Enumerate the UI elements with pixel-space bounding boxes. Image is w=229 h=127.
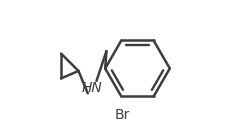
Text: HN: HN [81,81,102,95]
Text: Br: Br [114,108,130,122]
